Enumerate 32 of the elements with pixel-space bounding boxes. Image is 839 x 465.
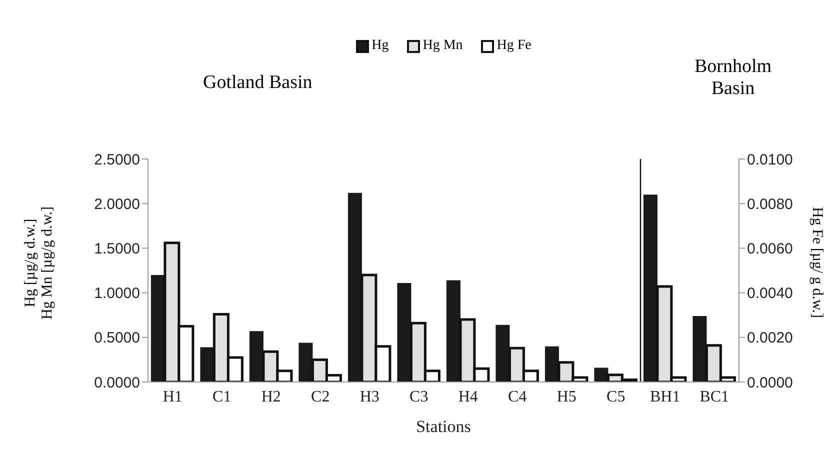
x-tick-label: C1 — [212, 388, 232, 406]
x-tick-label: BC1 — [700, 388, 730, 406]
y-tick-label: 1.0000 — [94, 285, 140, 302]
y2-tick-label: 0.0000 — [747, 374, 793, 392]
x-tick-label: H4 — [458, 388, 478, 406]
x-tick-label: H3 — [360, 388, 380, 406]
text: Bornholm Basin — [693, 56, 773, 100]
text: Gotland Basin — [203, 72, 312, 94]
y-tick-label: 2.5000 — [94, 151, 140, 168]
x-tick-label: C3 — [410, 388, 428, 406]
legend-label: Hg Mn — [422, 38, 463, 54]
y-tick-label: 2.0000 — [94, 196, 140, 213]
y2-tick-label: 0.0020 — [747, 330, 793, 347]
x-tick-label: C5 — [606, 388, 626, 406]
y2-tick-label: 0.0040 — [747, 285, 793, 302]
x-tick-label: C2 — [311, 388, 330, 406]
x-tick-label: BH1 — [650, 388, 680, 406]
x-tick-label: H1 — [162, 388, 182, 406]
legend-label: Hg — [370, 38, 389, 54]
x-tick-label: H5 — [556, 388, 576, 406]
y2-tick-label: 0.0080 — [747, 196, 793, 213]
legend-label: Hg Fe — [496, 38, 532, 54]
y-tick-label: 0.5000 — [94, 330, 140, 347]
y2-tick-label: 0.0100 — [747, 151, 793, 168]
y2-tick-label: 0.0060 — [747, 240, 793, 258]
y-axis-title: Hg [µg/g d.w.] Hg Mn [µg/g d.w.] — [23, 206, 57, 320]
x-tick-label: C4 — [508, 388, 527, 406]
y-tick-label: 0.0000 — [94, 374, 140, 392]
x-axis-title: Stations — [416, 417, 471, 436]
x-tick-label: H2 — [261, 388, 281, 406]
y-tick-label: 1.5000 — [94, 240, 140, 258]
y2-axis-title: Hg Fe [µg/ g d.w.] — [808, 207, 824, 318]
